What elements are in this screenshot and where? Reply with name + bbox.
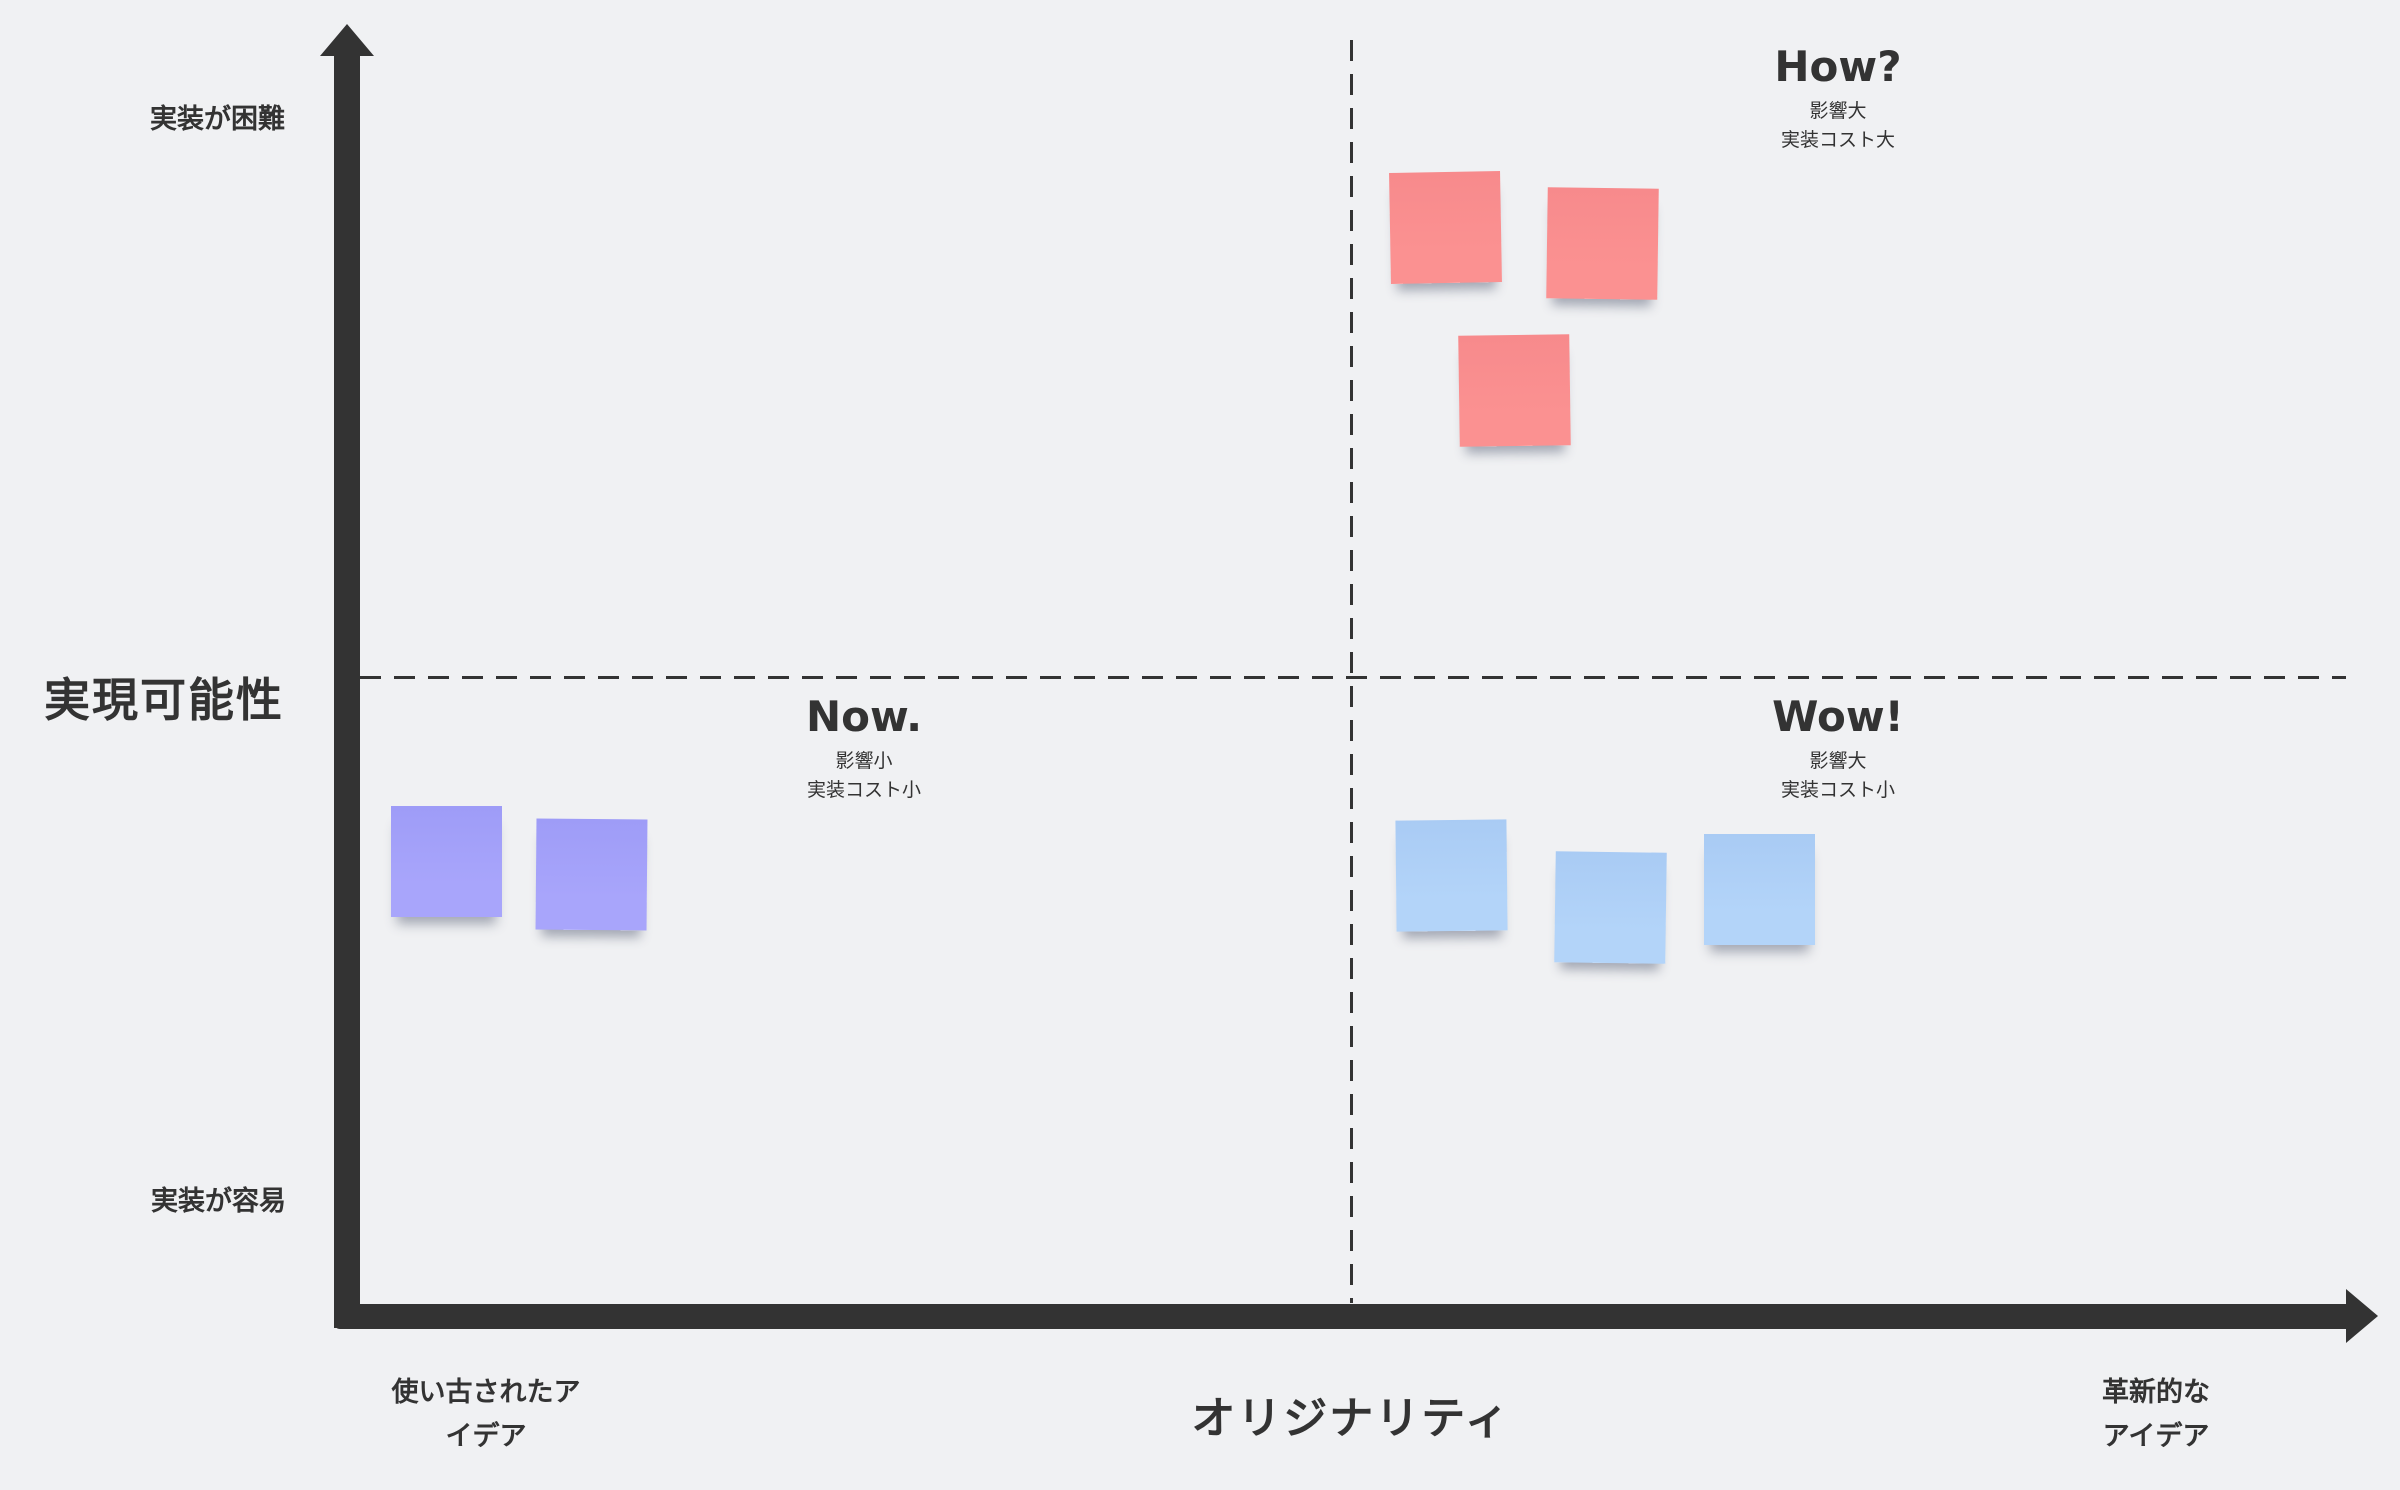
- quadrant-how-subtitle-impact: 影響大: [1809, 100, 1867, 122]
- sticky-note-purple[interactable]: [391, 806, 502, 917]
- x-axis-right-label-line2: アイデア: [2102, 1421, 2210, 1452]
- quadrant-caption-now: Now. 影響小 実装コスト小: [704, 692, 1024, 805]
- sticky-note-red[interactable]: [1389, 171, 1502, 284]
- y-axis-line: [334, 46, 360, 1328]
- sticky-note-blue[interactable]: [1554, 851, 1667, 964]
- quadrant-wow-subtitle-cost: 実装コスト小: [1780, 779, 1895, 801]
- quadrant-now-title: Now.: [805, 692, 923, 741]
- quadrant-now-subtitle-impact: 影響小: [835, 750, 893, 772]
- x-axis-left-label-line1: 使い古されたア: [391, 1377, 581, 1408]
- quadrant-wow-subtitle-impact: 影響大: [1809, 750, 1867, 772]
- x-axis-arrowhead-icon: [2346, 1289, 2378, 1343]
- y-axis-top-label: 実装が困難: [150, 104, 285, 135]
- y-axis-title: 実現可能性: [44, 673, 284, 727]
- sticky-note-red[interactable]: [1546, 187, 1659, 300]
- quadrant-caption-wow: Wow! 影響大 実装コスト小: [1678, 692, 1998, 805]
- quadrant-how-title: How?: [1774, 42, 1902, 91]
- x-axis-right-label: 革新的な アイデア: [2006, 1371, 2306, 1459]
- y-axis-arrowhead-icon: [320, 24, 374, 56]
- x-axis-left-label-line2: イデア: [445, 1421, 527, 1452]
- x-axis-title: オリジナリティ: [1191, 1393, 1511, 1444]
- sticky-note-blue[interactable]: [1704, 834, 1815, 945]
- sticky-note-purple[interactable]: [535, 818, 648, 931]
- quadrant-now-subtitle-cost: 実装コスト小: [806, 779, 921, 801]
- x-axis-left-label: 使い古されたア イデア: [336, 1371, 636, 1459]
- quadrant-how-subtitle-cost: 実装コスト大: [1780, 129, 1895, 151]
- sticky-note-blue[interactable]: [1395, 819, 1508, 932]
- quadrant-wow-title: Wow!: [1772, 692, 1904, 741]
- x-axis-line: [334, 1304, 2348, 1329]
- quadrant-caption-how: How? 影響大 実装コスト大: [1678, 42, 1998, 155]
- y-axis-bottom-label: 実装が容易: [151, 1186, 286, 1217]
- x-axis-right-label-line1: 革新的な: [2102, 1377, 2210, 1408]
- sticky-note-red[interactable]: [1458, 334, 1571, 447]
